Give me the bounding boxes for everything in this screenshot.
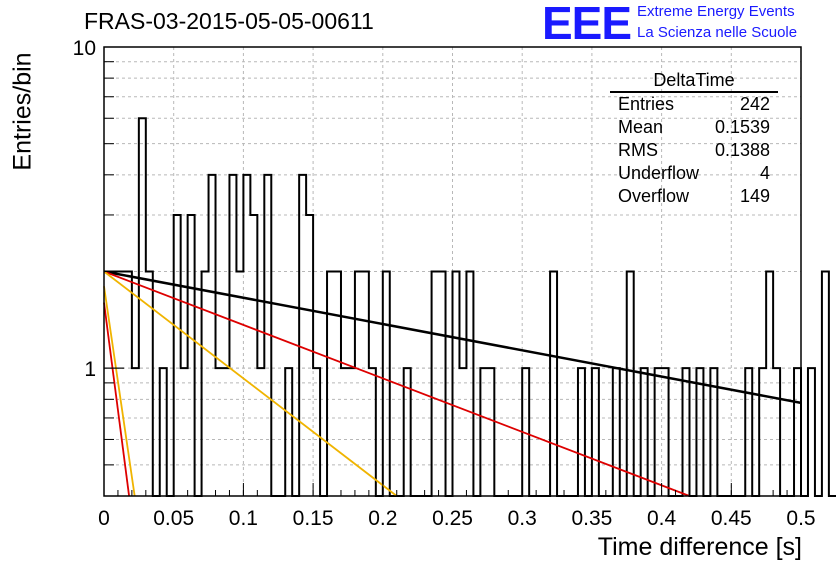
stats-value: 4 <box>759 163 770 183</box>
tick-labels: 0 0.05 0.1 0.15 0.2 0.25 0.3 0.35 0.4 0.45 0.5 1 10 <box>73 37 816 530</box>
x-tick-label: 0.5 <box>786 507 815 530</box>
fit-line <box>103 270 802 405</box>
x-tick-label: 0.25 <box>432 507 473 530</box>
eee-logo: EEE <box>542 0 632 49</box>
stats-row-entries: Entries 242 <box>610 93 778 116</box>
x-tick-label: 0.05 <box>153 507 194 530</box>
x-tick-label: 0.45 <box>711 507 752 530</box>
x-tick-label: 0 <box>98 507 110 530</box>
x-tick-label: 0.15 <box>293 507 334 530</box>
stats-value: 0.1539 <box>714 117 770 137</box>
x-tick-label: 0.35 <box>571 507 612 530</box>
stats-label: Overflow <box>618 186 690 206</box>
stats-row-mean: Mean 0.1539 <box>610 116 778 139</box>
stats-value: 0.1388 <box>714 140 770 160</box>
stats-box: DeltaTime Entries 242 Mean 0.1539 RMS 0.… <box>610 70 778 208</box>
logo-line-2: La Scienza nelle Scuole <box>637 24 798 41</box>
fit-line <box>103 270 690 497</box>
y-tick-label: 10 <box>73 37 96 60</box>
plot-title: FRAS-03-2015-05-05-00611 <box>84 8 374 34</box>
stats-row-overflow: Overflow 149 <box>610 185 778 208</box>
x-axis-label: Time difference [s] <box>597 533 802 561</box>
x-tick-label: 0.2 <box>368 507 397 530</box>
stats-value: 242 <box>739 94 770 114</box>
stats-value: 149 <box>739 186 770 206</box>
fit-lines <box>103 270 802 497</box>
stats-label: Mean <box>618 117 664 137</box>
logo-line-1: Extreme Energy Events <box>637 3 795 20</box>
stats-label: RMS <box>618 140 658 160</box>
stats-label: Entries <box>618 94 675 114</box>
stats-row-underflow: Underflow 4 <box>610 162 778 185</box>
fit-line <box>103 270 398 497</box>
stats-row-rms: RMS 0.1388 <box>610 139 778 162</box>
fit-line <box>103 302 130 497</box>
x-tick-label: 0.3 <box>508 507 537 530</box>
axis-ticks <box>103 61 802 496</box>
y-tick-label: 1 <box>84 358 96 381</box>
y-axis-label: Entries/bin <box>8 52 37 171</box>
x-tick-label: 0.1 <box>229 507 258 530</box>
fit-line <box>103 286 136 497</box>
stats-label: Underflow <box>618 163 700 183</box>
stats-title: DeltaTime <box>610 70 778 93</box>
x-tick-label: 0.4 <box>647 507 677 530</box>
